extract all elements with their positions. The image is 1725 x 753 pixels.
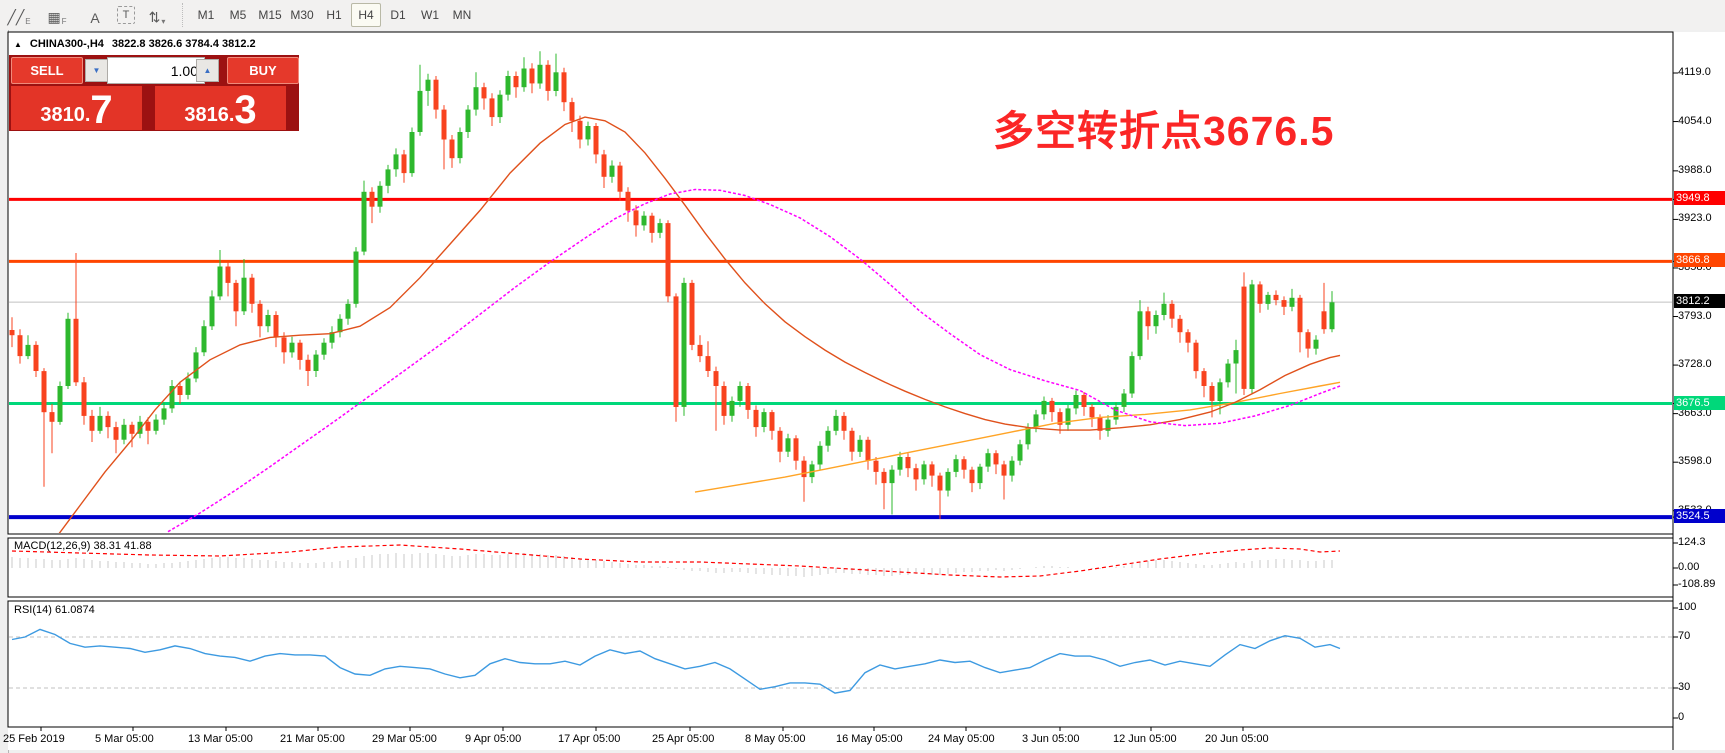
price-axis-label: 3663.0 bbox=[1678, 407, 1712, 419]
draw-objects-tool[interactable]: ╱╱ E bbox=[7, 8, 31, 26]
date-axis-label: 25 Feb 2019 bbox=[3, 733, 65, 745]
date-axis-label: 3 Jun 05:00 bbox=[1022, 733, 1080, 745]
arrange-tool[interactable]: ⇅ ▾ bbox=[148, 8, 166, 26]
date-axis-label: 12 Jun 05:00 bbox=[1113, 733, 1177, 745]
one-click-trading-panel: SELL ▼ ▲ BUY 3810.7 3816.3 bbox=[9, 55, 299, 131]
date-axis-label: 16 May 05:00 bbox=[836, 733, 903, 745]
sell-price-big-digit: 7 bbox=[90, 88, 113, 132]
current-price-badge: 3812.2 bbox=[1674, 294, 1725, 308]
rsi-axis-label: 30 bbox=[1678, 681, 1691, 693]
draw-objects-tool-icon: ╱╱ bbox=[7, 8, 25, 25]
timeframe-m1-button[interactable]: M1 bbox=[197, 8, 215, 22]
volume-decrease-button[interactable]: ▼ bbox=[85, 59, 108, 82]
buy-button[interactable]: BUY bbox=[227, 57, 299, 84]
price-level-badge: 3866.8 bbox=[1674, 253, 1725, 267]
macd-axis-label: 0.00 bbox=[1678, 561, 1700, 573]
ohlc-values: 3822.8 3826.6 3784.4 3812.2 bbox=[111, 38, 256, 50]
timeframe-w1-button[interactable]: W1 bbox=[421, 8, 439, 22]
price-axis-label: 3728.0 bbox=[1678, 358, 1712, 370]
macd-axis-label: 124.3 bbox=[1678, 536, 1706, 548]
grid-tool[interactable]: ▦ F bbox=[47, 8, 67, 26]
timeframe-h1-button[interactable]: H1 bbox=[326, 8, 342, 22]
collapse-panel-icon[interactable]: ▲ bbox=[14, 39, 22, 49]
text-label-tool-icon: A bbox=[90, 9, 100, 26]
arrange-tool-icon: ⇅ bbox=[148, 8, 161, 25]
timeframe-m30-button[interactable]: M30 bbox=[290, 8, 314, 22]
macd-indicator-label: MACD(12,26,9) 38.31 41.88 bbox=[14, 540, 152, 552]
price-level-badge: 3524.5 bbox=[1674, 509, 1725, 523]
date-axis-label: 9 Apr 05:00 bbox=[465, 733, 522, 745]
price-level-badge: 3676.5 bbox=[1674, 396, 1725, 410]
price-axis-label: 3988.0 bbox=[1678, 164, 1712, 176]
chevron-down-icon: ▼ bbox=[92, 66, 101, 75]
date-axis-label: 17 Apr 05:00 bbox=[558, 733, 621, 745]
text-box-tool[interactable]: T bbox=[117, 6, 135, 24]
rsi-axis-label: 70 bbox=[1678, 630, 1691, 642]
price-level-badge: 3949.8 bbox=[1674, 191, 1725, 205]
buy-price-box[interactable]: 3816. 3 bbox=[155, 86, 286, 130]
toolbar-separator bbox=[182, 3, 184, 27]
price-axis-label: 3793.0 bbox=[1678, 310, 1712, 322]
price-axis-label: 4054.0 bbox=[1678, 115, 1712, 127]
chevron-up-icon: ▲ bbox=[203, 66, 212, 75]
chart-text-annotation: 多空转折点3676.5 bbox=[993, 108, 1335, 154]
chart-header: ▲ CHINA300-,H4 3822.8 3826.6 3784.4 3812… bbox=[14, 38, 256, 50]
symbol-period-label: CHINA300-,H4 bbox=[29, 38, 104, 50]
rsi-axis-label: 0 bbox=[1678, 711, 1685, 723]
timeframe-m5-button[interactable]: M5 bbox=[229, 8, 247, 22]
text-box-tool-icon: T bbox=[122, 9, 130, 21]
sell-price-box[interactable]: 3810. 7 bbox=[11, 86, 142, 130]
sell-button[interactable]: SELL bbox=[11, 57, 83, 84]
timeframe-mn-button[interactable]: MN bbox=[452, 8, 472, 22]
rsi-axis-label: 100 bbox=[1678, 601, 1697, 613]
macd-axis-label: -108.89 bbox=[1678, 578, 1716, 590]
grid-tool-icon: ▦ bbox=[47, 8, 61, 25]
timeframe-m15-button[interactable]: M15 bbox=[258, 8, 282, 22]
rsi-indicator-label: RSI(14) 61.0874 bbox=[14, 604, 95, 616]
price-axis-label: 3598.0 bbox=[1678, 455, 1712, 467]
volume-input[interactable] bbox=[107, 57, 205, 84]
date-axis-label: 29 Mar 05:00 bbox=[372, 733, 437, 745]
buy-price-big-digit: 3 bbox=[234, 88, 257, 132]
text-label-tool[interactable]: A bbox=[79, 1, 111, 30]
date-axis-label: 24 May 05:00 bbox=[928, 733, 995, 745]
price-axis-label: 3923.0 bbox=[1678, 212, 1712, 224]
date-axis-label: 8 May 05:00 bbox=[745, 733, 806, 745]
timeframe-h4-button[interactable]: H4 bbox=[351, 3, 381, 27]
price-axis-label: 4119.0 bbox=[1678, 66, 1711, 78]
timeframe-d1-button[interactable]: D1 bbox=[390, 8, 406, 22]
volume-increase-button[interactable]: ▲ bbox=[196, 59, 219, 82]
date-axis-label: 5 Mar 05:00 bbox=[95, 733, 154, 745]
buy-price-int: 3816 bbox=[184, 104, 229, 126]
sell-price-int: 3810 bbox=[40, 104, 85, 126]
date-axis-label: 25 Apr 05:00 bbox=[652, 733, 715, 745]
date-axis-label: 13 Mar 05:00 bbox=[188, 733, 253, 745]
date-axis-label: 21 Mar 05:00 bbox=[280, 733, 345, 745]
date-axis-label: 20 Jun 05:00 bbox=[1205, 733, 1269, 745]
chart-toolbar: ╱╱ E ▦ F A T ⇅ ▾ M1 M5 M15 M30 H1 H4 D1 W1 MN bbox=[0, 0, 1725, 30]
